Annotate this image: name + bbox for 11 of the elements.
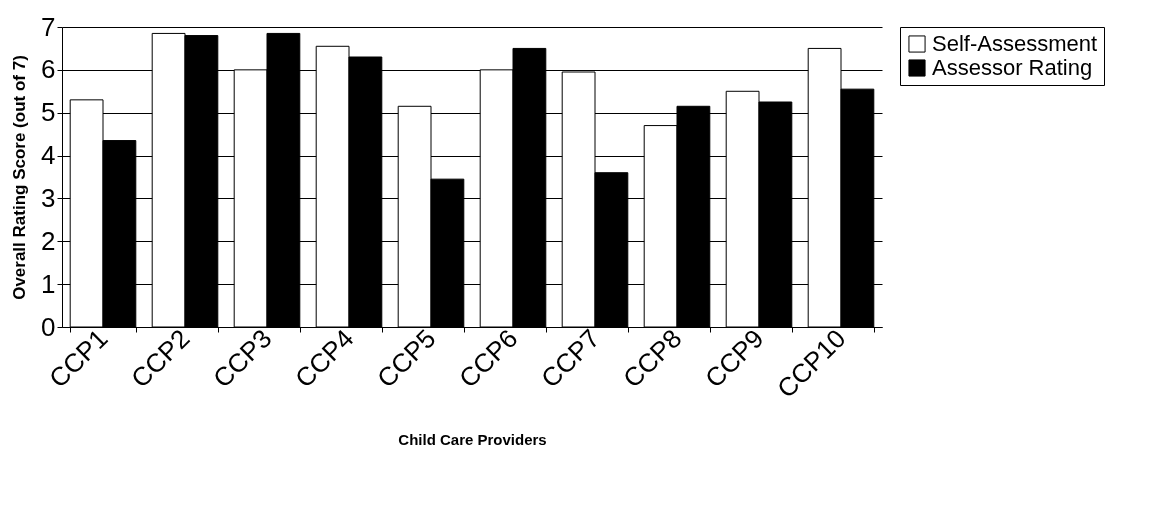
y-tick-label: 5 <box>41 97 56 128</box>
y-tick-label: 3 <box>41 182 56 213</box>
legend-label: Self-Assessment <box>932 31 1098 56</box>
y-axis-title: Overall Rating Score (out of 7) <box>10 55 30 300</box>
y-tick-label: 2 <box>41 225 56 256</box>
x-axis-title: Child Care Providers <box>398 430 547 448</box>
legend-label: Assessor Rating <box>932 55 1093 80</box>
y-tick-label: 1 <box>41 268 56 299</box>
y-tick-label: 7 <box>41 11 56 42</box>
y-tick-label: 6 <box>41 54 56 85</box>
y-tick-label: 4 <box>41 140 56 171</box>
